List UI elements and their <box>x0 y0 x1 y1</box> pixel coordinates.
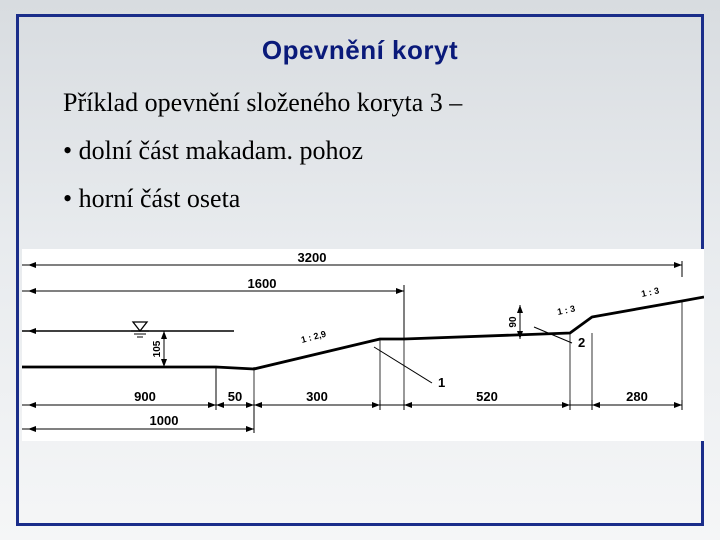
slide-frame: Opevnění koryt Příklad opevnění složenéh… <box>16 14 704 526</box>
svg-text:300: 300 <box>306 389 328 404</box>
svg-text:1 : 3: 1 : 3 <box>556 303 576 317</box>
svg-text:1600: 1600 <box>248 276 277 291</box>
svg-text:280: 280 <box>626 389 648 404</box>
svg-text:90: 90 <box>508 316 519 328</box>
svg-text:900: 900 <box>134 389 156 404</box>
bullet-1: • dolní část makadam. pohoz <box>63 136 701 166</box>
svg-text:105: 105 <box>152 340 163 357</box>
svg-text:1: 1 <box>438 375 445 390</box>
slide-title: Opevnění koryt <box>19 35 701 66</box>
cross-section-diagram: 3200 1600 105 90 1 : 2,9 1 : 3 1 : 3 1 2 900 50 300… <box>22 249 704 441</box>
slide-subtitle: Příklad opevnění složeného koryta 3 – <box>63 88 701 118</box>
bullet-2: • horní část oseta <box>63 184 701 214</box>
svg-text:1 : 2,9: 1 : 2,9 <box>300 329 327 345</box>
svg-text:520: 520 <box>476 389 498 404</box>
bullet-1-text: dolní část makadam. pohoz <box>79 136 363 165</box>
svg-text:3200: 3200 <box>298 250 327 265</box>
svg-text:2: 2 <box>578 335 585 350</box>
svg-text:1000: 1000 <box>150 413 179 428</box>
cross-section-svg: 3200 1600 105 90 1 : 2,9 1 : 3 1 : 3 1 2 900 50 300… <box>22 249 704 441</box>
bullet-2-text: horní část oseta <box>79 184 241 213</box>
svg-text:1 : 3: 1 : 3 <box>640 285 660 299</box>
svg-text:50: 50 <box>228 389 242 404</box>
